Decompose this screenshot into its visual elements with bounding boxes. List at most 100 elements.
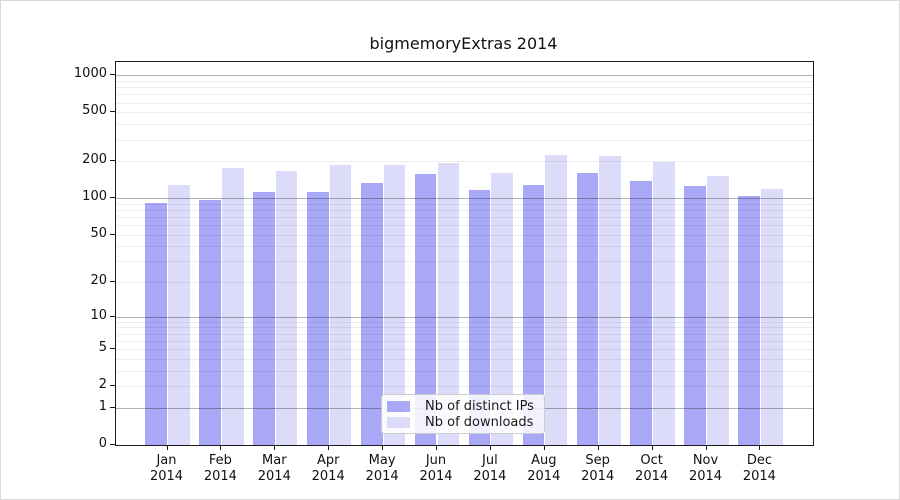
bar-ips-apr	[307, 192, 329, 445]
y-tick-label: 500	[82, 103, 107, 119]
bar-downloads-apr	[329, 164, 352, 445]
y-tick-mark	[110, 444, 115, 445]
x-tick-label: Dec 2014	[742, 453, 776, 484]
bar-ips-sep	[576, 172, 599, 445]
gridline-minor	[116, 282, 813, 284]
y-tick-mark	[110, 233, 115, 235]
bar-ips-feb	[199, 199, 221, 445]
x-tick-label: Oct 2014	[635, 453, 669, 484]
x-tick-mark	[597, 445, 599, 450]
gridline-minor	[116, 333, 813, 335]
y-tick-label: 50	[90, 225, 107, 241]
bar-downloads-oct	[653, 161, 675, 445]
bar-downloads-dec	[760, 188, 783, 445]
x-tick-mark	[274, 445, 276, 450]
gridline-minor	[116, 81, 813, 82]
bar-ips-oct	[630, 180, 653, 445]
gridline-major	[116, 316, 813, 318]
x-tick-mark	[759, 445, 761, 450]
legend-item-downloads: Nb of downloads	[387, 414, 538, 430]
x-tick-label: Mar 2014	[257, 453, 291, 484]
gridline-minor	[116, 216, 813, 218]
y-tick-label: 100	[82, 189, 107, 205]
x-tick-label: Sep 2014	[581, 453, 615, 484]
bar-downloads-feb	[221, 168, 244, 445]
y-tick-mark	[110, 281, 115, 283]
y-tick-mark	[110, 111, 115, 113]
bar-ips-aug	[522, 185, 545, 445]
gridline-major	[116, 75, 813, 77]
x-tick-label: May 2014	[365, 453, 399, 484]
gridline-major	[116, 198, 813, 200]
y-tick-mark	[110, 406, 115, 408]
gridline-minor	[116, 234, 813, 236]
x-tick-label: Nov 2014	[688, 453, 723, 484]
x-tick-mark	[382, 445, 384, 450]
bar-ips-mar	[253, 191, 275, 445]
x-tick-mark	[651, 445, 653, 450]
bar-downloads-aug	[545, 155, 567, 445]
gridline-minor	[116, 209, 813, 211]
bar-downloads-jan	[168, 184, 190, 445]
bar-downloads-jul	[491, 172, 514, 445]
x-tick-mark	[220, 445, 222, 450]
x-tick-label: Jun 2014	[419, 453, 453, 484]
x-tick-label: Apr 2014	[311, 453, 345, 484]
gridline-minor	[116, 261, 813, 263]
bar-downloads-jun	[437, 162, 460, 445]
y-tick-label: 1000	[73, 66, 107, 82]
y-tick-mark	[110, 385, 115, 387]
gridline-minor	[116, 225, 813, 226]
bar-downloads-sep	[599, 156, 621, 445]
gridline-minor	[116, 349, 813, 351]
bar-downloads-mar	[275, 170, 298, 445]
gridline-minor	[116, 340, 813, 342]
bar-ips-dec	[738, 196, 760, 445]
bar-downloads-nov	[707, 175, 729, 445]
y-tick-label: 5	[98, 340, 107, 356]
y-tick-label: 10	[90, 307, 107, 323]
gridline-minor	[116, 246, 813, 248]
gridline-minor	[116, 358, 813, 360]
y-tick-mark	[110, 197, 115, 199]
gridline-minor	[116, 321, 813, 323]
legend-label-distinct-ips: Nb of distinct IPs	[425, 398, 534, 414]
gridline-minor	[116, 112, 813, 114]
legend-label-downloads: Nb of downloads	[425, 414, 534, 430]
gridline-minor	[116, 94, 813, 96]
legend-swatch-downloads	[387, 416, 410, 428]
bar-ips-nov	[684, 186, 706, 445]
plot-area	[115, 61, 814, 446]
y-tick-label: 1	[98, 398, 107, 414]
bar-ips-jul	[468, 190, 491, 445]
y-tick-label: 2	[98, 377, 107, 393]
x-tick-mark	[705, 445, 707, 450]
x-tick-label: Jan 2014	[149, 453, 184, 484]
bar-ips-may	[360, 182, 383, 445]
gridline-minor	[116, 161, 813, 163]
y-tick-mark	[110, 348, 115, 350]
gridline-minor	[116, 327, 813, 329]
gridline-minor	[116, 102, 813, 104]
bar-ips-jan	[145, 202, 167, 445]
y-tick-label: 0	[98, 436, 107, 451]
y-tick-mark	[110, 160, 115, 162]
x-tick-mark	[543, 445, 545, 450]
x-tick-mark	[166, 445, 168, 450]
legend-item-distinct-ips: Nb of distinct IPs	[387, 398, 538, 414]
y-tick-mark	[110, 315, 115, 317]
y-tick-mark	[110, 74, 115, 76]
y-tick-label: 20	[90, 273, 107, 289]
bar-downloads-may	[383, 164, 406, 445]
chart-title: bigmemoryExtras 2014	[369, 34, 558, 53]
gridline-minor	[116, 370, 813, 372]
x-tick-mark	[489, 445, 491, 450]
x-tick-mark	[328, 445, 330, 450]
gridline-minor	[116, 124, 813, 126]
bar-ips-jun	[414, 174, 437, 445]
x-tick-label: Jul 2014	[473, 453, 507, 484]
legend: Nb of distinct IPs Nb of downloads	[381, 394, 545, 434]
x-tick-mark	[436, 445, 437, 450]
gridline-minor	[116, 203, 813, 205]
